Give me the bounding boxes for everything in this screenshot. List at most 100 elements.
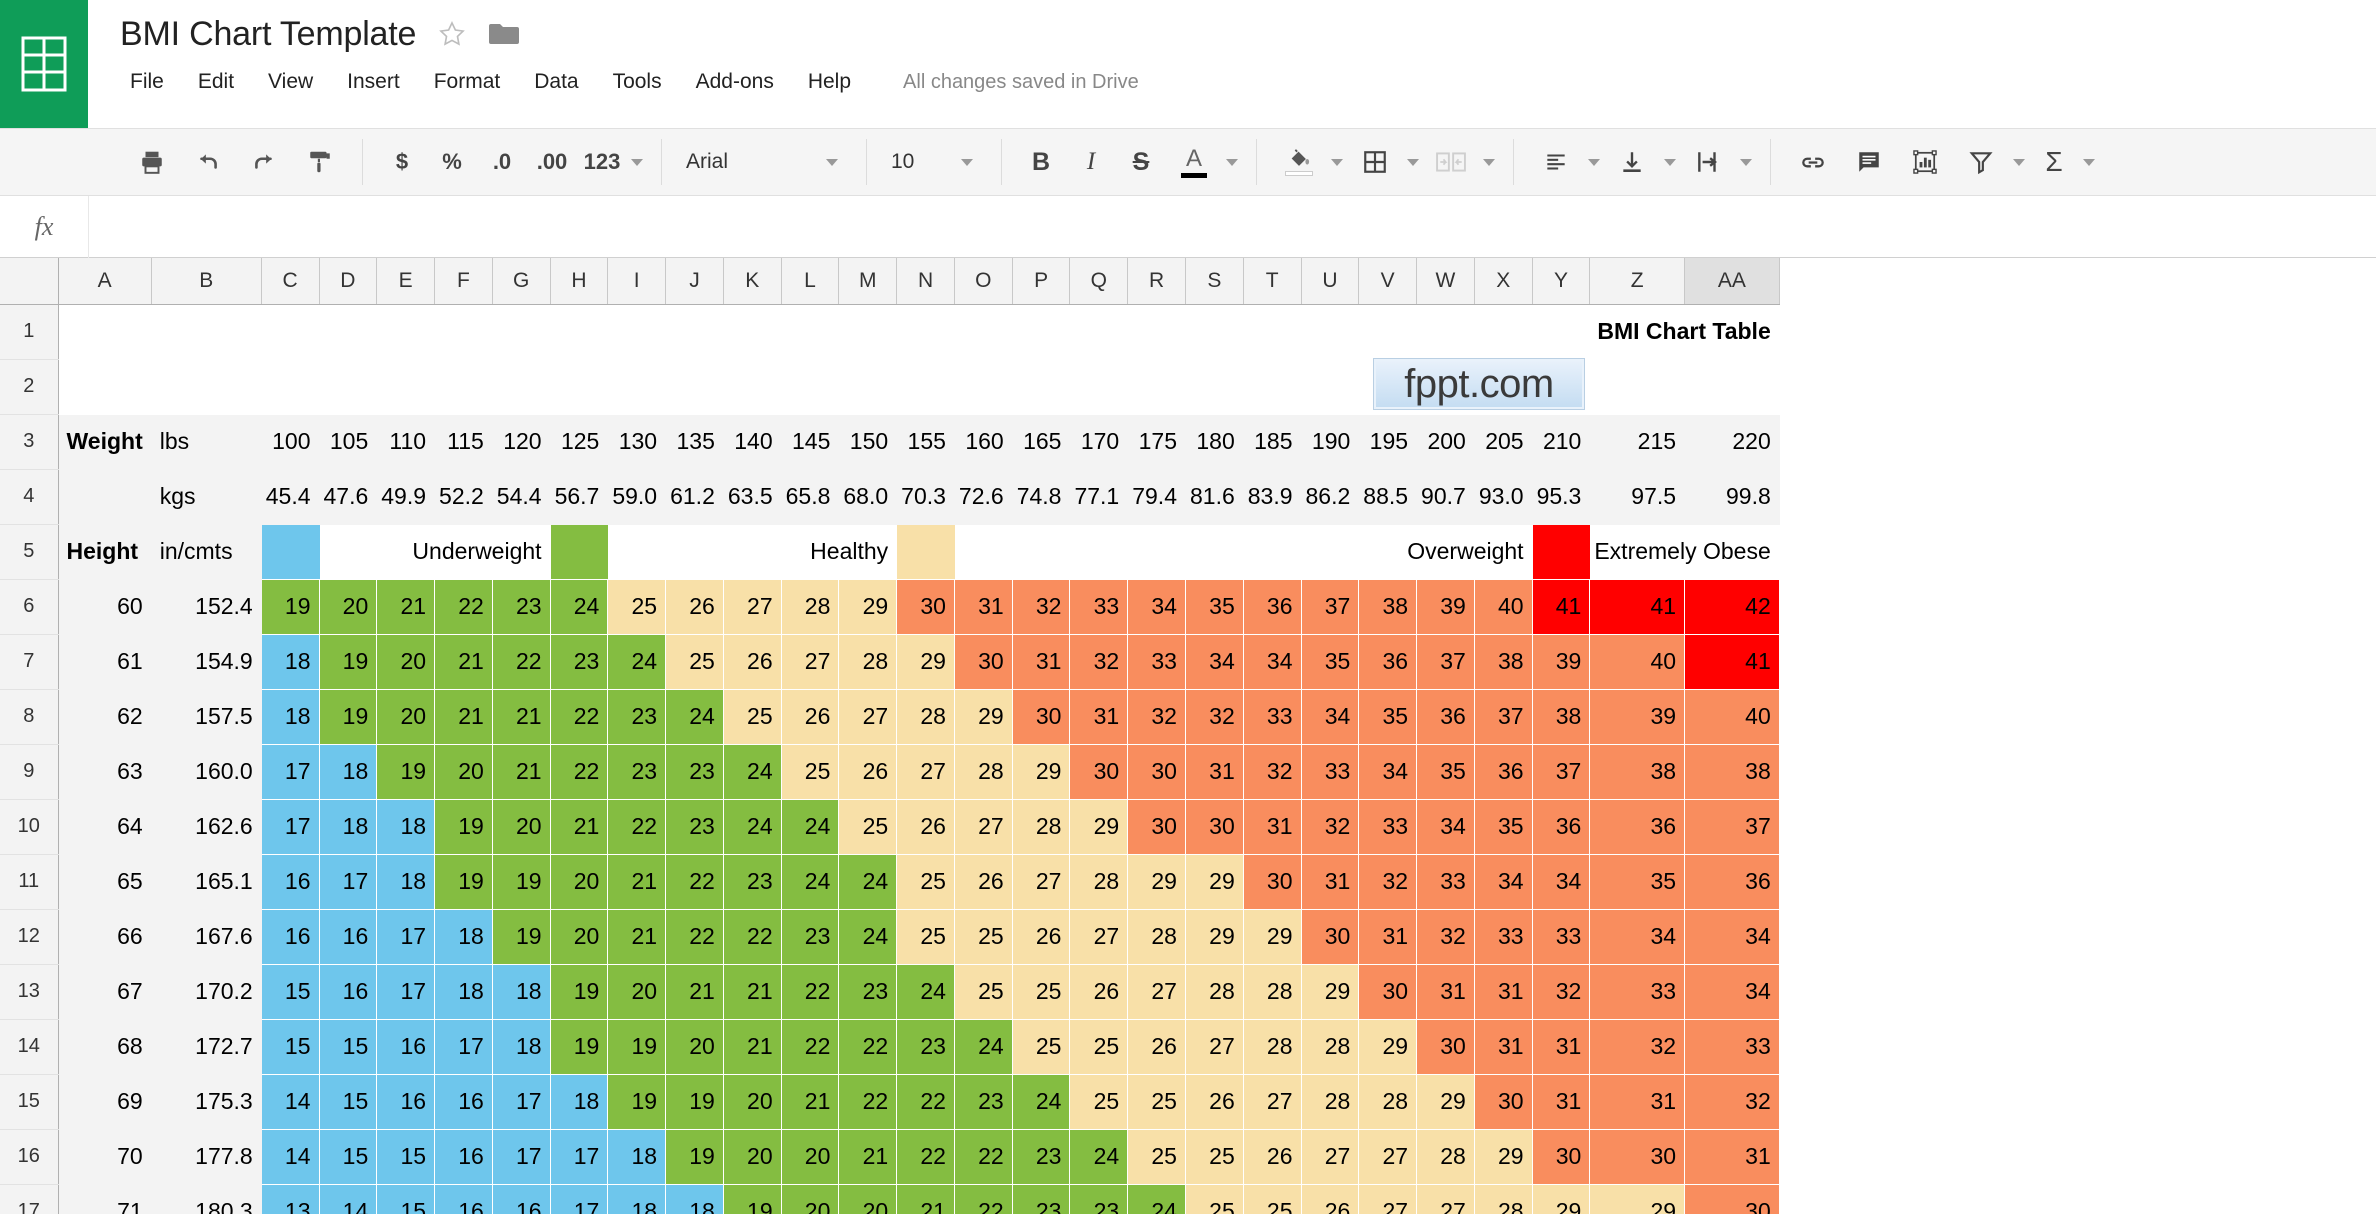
font-family-select[interactable]: Arial [676,140,852,184]
chevron-down-icon[interactable] [2083,158,2095,166]
bmi-cell[interactable]: 33 [1474,909,1533,965]
row-header-6[interactable]: 6 [0,579,59,635]
empty-cell[interactable] [665,359,724,415]
bmi-cell[interactable]: 36 [1532,799,1591,855]
weight-value[interactable]: 150 [838,414,898,470]
bmi-cell[interactable]: 36 [1589,799,1686,855]
increase-decimal-button[interactable]: .00 [536,149,568,174]
bmi-cell[interactable]: 28 [838,634,898,690]
bmi-cell[interactable]: 33 [1069,579,1129,635]
bmi-cell[interactable]: 19 [434,854,493,910]
column-header-W[interactable]: W [1416,258,1475,305]
bmi-cell[interactable]: 31 [1185,744,1244,800]
bmi-cell[interactable]: 36 [1416,689,1475,745]
row-header-10[interactable]: 10 [0,799,59,855]
bmi-cell[interactable]: 32 [1532,964,1591,1020]
column-header-P[interactable]: P [1012,258,1071,305]
bmi-cell[interactable]: 16 [434,1129,493,1185]
weight-unit-label[interactable]: lbs [151,414,262,470]
bmi-cell[interactable]: 29 [1301,964,1360,1020]
height-inches[interactable]: 69 [58,1074,152,1130]
column-header-T[interactable]: T [1243,258,1302,305]
bmi-cell[interactable]: 17 [376,909,436,965]
bmi-cell[interactable]: 31 [1532,1074,1591,1130]
horizontal-align-button[interactable] [1534,140,1578,184]
bmi-cell[interactable]: 34 [1684,909,1780,965]
bmi-cell[interactable]: 22 [492,634,551,690]
bmi-cell[interactable]: 35 [1185,579,1244,635]
weight-value[interactable]: 180 [1185,414,1244,470]
bmi-cell[interactable]: 29 [896,634,955,690]
bmi-cell[interactable]: 20 [319,579,378,635]
bmi-cell[interactable]: 17 [319,854,378,910]
menu-item-insert[interactable]: Insert [347,70,400,93]
bmi-cell[interactable]: 19 [434,799,493,855]
bmi-cell[interactable]: 34 [1532,854,1591,910]
bmi-cell[interactable]: 27 [781,634,840,690]
bmi-cell[interactable]: 41 [1684,634,1780,690]
fill-color-button[interactable] [1277,140,1321,184]
bmi-cell[interactable]: 30 [1127,744,1186,800]
weight-value[interactable]: 61.2 [665,469,724,525]
bmi-cell[interactable]: 19 [723,1184,782,1214]
weight-value[interactable]: 120 [492,414,551,470]
bmi-cell[interactable]: 30 [1127,799,1186,855]
column-header-X[interactable]: X [1474,258,1533,305]
column-header-S[interactable]: S [1185,258,1244,305]
row-header-16[interactable]: 16 [0,1129,59,1185]
bmi-cell[interactable]: 19 [319,634,378,690]
bmi-cell[interactable]: 19 [607,1019,667,1075]
height-inches[interactable]: 63 [58,744,152,800]
height-cm[interactable]: 160.0 [151,744,262,800]
bmi-cell[interactable]: 19 [550,1019,609,1075]
height-cm[interactable]: 162.6 [151,799,262,855]
bmi-cell[interactable]: 20 [723,1129,782,1185]
bmi-cell[interactable]: 34 [1474,854,1533,910]
weight-value[interactable]: 49.9 [376,469,436,525]
bmi-cell[interactable]: 38 [1474,634,1533,690]
bmi-cell[interactable]: 17 [376,964,436,1020]
insert-comment-button[interactable] [1847,140,1891,184]
height-cm[interactable]: 154.9 [151,634,262,690]
column-header-AA[interactable]: AA [1684,258,1780,305]
bmi-cell[interactable]: 18 [376,799,436,855]
height-inches[interactable]: 68 [58,1019,152,1075]
weight-value[interactable]: 130 [607,414,667,470]
bmi-cell[interactable]: 32 [1416,909,1475,965]
bmi-cell[interactable]: 30 [1589,1129,1686,1185]
menu-item-add-ons[interactable]: Add-ons [695,70,774,93]
bmi-cell[interactable]: 15 [319,1074,378,1130]
bmi-cell[interactable]: 27 [838,689,898,745]
bmi-cell[interactable]: 31 [954,579,1013,635]
bmi-cell[interactable]: 18 [492,964,551,1020]
weight-value[interactable]: 93.0 [1474,469,1533,525]
bmi-cell[interactable]: 22 [607,799,667,855]
bmi-cell[interactable]: 18 [607,1184,667,1214]
bmi-cell[interactable]: 30 [1532,1129,1591,1185]
empty-cell[interactable] [607,359,667,415]
bmi-cell[interactable]: 35 [1474,799,1533,855]
bmi-cell[interactable]: 20 [723,1074,782,1130]
bmi-cell[interactable]: 28 [1069,854,1129,910]
bmi-cell[interactable]: 25 [665,634,724,690]
weight-label[interactable]: Weight [58,414,152,470]
weight-value[interactable]: 100 [261,414,320,470]
bmi-cell[interactable]: 17 [261,744,320,800]
row-header-1[interactable]: 1 [0,304,59,360]
column-header-J[interactable]: J [665,258,724,305]
weight-value[interactable]: 56.7 [550,469,609,525]
bmi-cell[interactable]: 35 [1416,744,1475,800]
bmi-cell[interactable]: 24 [723,799,782,855]
bmi-cell[interactable]: 29 [1185,909,1244,965]
bmi-cell[interactable]: 40 [1474,579,1533,635]
bmi-cell[interactable]: 24 [954,1019,1013,1075]
chevron-down-icon[interactable] [1664,158,1676,166]
vertical-align-button[interactable] [1610,140,1654,184]
strikethrough-button[interactable]: S [1132,147,1150,176]
bmi-cell[interactable]: 33 [1358,799,1418,855]
bmi-cell[interactable]: 19 [607,1074,667,1130]
bmi-cell[interactable]: 19 [319,689,378,745]
page-title[interactable]: BMI Chart Template [120,14,417,53]
weight-value[interactable]: 105 [319,414,378,470]
bmi-cell[interactable]: 14 [261,1074,320,1130]
